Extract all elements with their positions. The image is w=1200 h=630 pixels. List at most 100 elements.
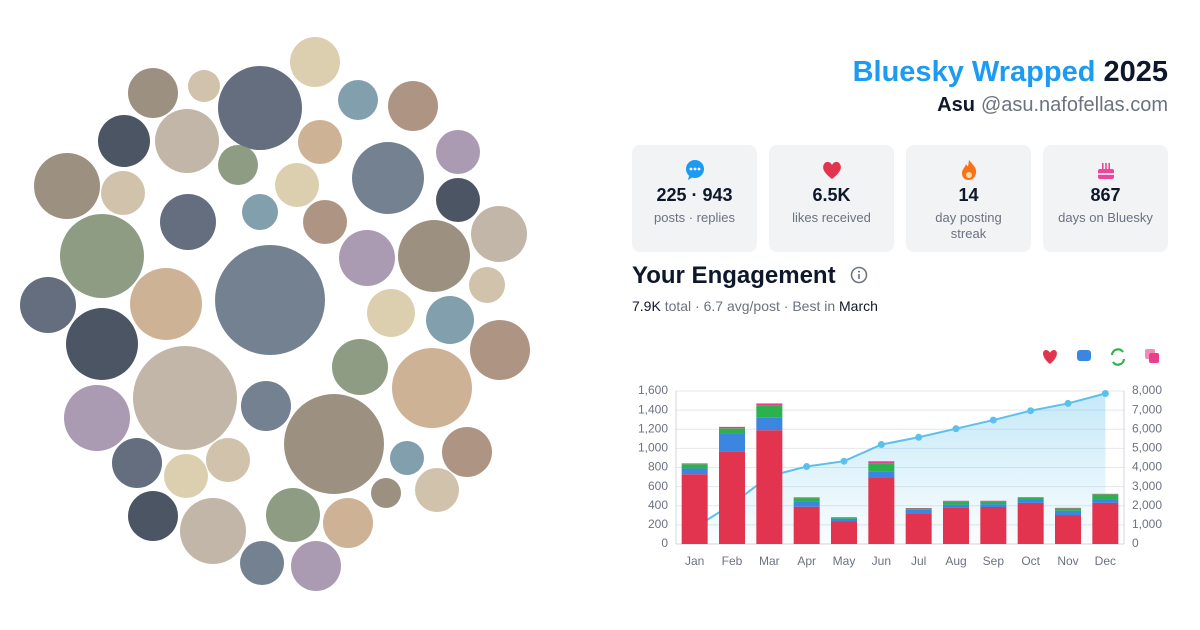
- bar-segment: [1092, 502, 1119, 544]
- avatar: [291, 541, 341, 591]
- best-month: March: [839, 298, 878, 314]
- avatar: [64, 385, 130, 451]
- bar-segment: [793, 506, 820, 544]
- stat-label: day posting streak: [935, 210, 1002, 241]
- y-tick-label: 3,000: [1132, 479, 1162, 493]
- info-icon[interactable]: [850, 266, 868, 284]
- avatar: [436, 178, 480, 222]
- avatar: [339, 230, 395, 286]
- avatar: [388, 81, 438, 131]
- line-point: [1027, 407, 1035, 415]
- x-tick-label: Jul: [911, 554, 926, 568]
- avatar: [332, 339, 388, 395]
- avatar: [469, 267, 505, 303]
- bar-segment: [681, 468, 708, 475]
- avatar: [188, 70, 220, 102]
- summary-text: total · 6.7 avg/post · Best in: [664, 298, 836, 314]
- line-point: [840, 457, 848, 465]
- y-tick-label: 1,000: [638, 441, 668, 455]
- avatar: [215, 245, 325, 355]
- bar-segment: [681, 474, 708, 544]
- bar-segment: [793, 498, 820, 502]
- bar-segment: [1092, 494, 1119, 500]
- bar-segment: [1092, 499, 1119, 503]
- line-point: [915, 433, 923, 441]
- avatar: [20, 277, 76, 333]
- bar-segment: [980, 506, 1007, 544]
- avatar: [241, 381, 291, 431]
- avatar: [392, 348, 472, 428]
- legend-icon: [1110, 348, 1126, 366]
- avatar: [338, 80, 378, 120]
- bar-segment: [793, 501, 820, 507]
- x-tick-label: Sep: [983, 554, 1005, 568]
- bar-segment: [756, 430, 783, 544]
- bar-segment: [681, 463, 708, 465]
- y-tick-label: 600: [648, 479, 668, 493]
- line-point: [803, 463, 811, 471]
- bar-segment: [868, 461, 895, 464]
- stat-card: 6.5K likes received: [769, 145, 894, 252]
- avatar: [160, 194, 216, 250]
- icon: [685, 160, 704, 180]
- section-title: Your Engagement: [632, 262, 868, 290]
- y-tick-label: 5,000: [1132, 441, 1162, 455]
- avatar: [275, 163, 319, 207]
- avatar: [470, 320, 530, 380]
- user: Asu @asu.nafofellas.com: [937, 94, 1168, 117]
- avatar: [66, 308, 138, 380]
- bar-segment: [1017, 497, 1044, 500]
- display-name: Asu: [937, 94, 975, 116]
- bar-segment: [719, 451, 745, 544]
- bar-segment: [980, 504, 1007, 507]
- bar-segment: [868, 463, 895, 472]
- avatar: [367, 289, 415, 337]
- stat-value: 6.5K: [812, 185, 851, 205]
- bar-segment: [1055, 510, 1081, 516]
- bar-segment: [831, 517, 857, 519]
- total: 7.9K: [632, 298, 661, 314]
- bar-segment: [719, 428, 745, 434]
- bar-segment: [831, 521, 857, 544]
- avatar: [390, 441, 424, 475]
- bar-segment: [905, 509, 932, 514]
- x-tick-label: Mar: [759, 554, 780, 568]
- avatar: [155, 109, 219, 173]
- avatar: [164, 454, 208, 498]
- avatar: [206, 438, 250, 482]
- handle: @asu.nafofellas.com: [980, 94, 1168, 116]
- avatar: [266, 488, 320, 542]
- x-tick-label: Oct: [1021, 554, 1040, 568]
- line-point: [1101, 389, 1109, 397]
- y-tick-label: 6,000: [1132, 421, 1162, 435]
- bar-segment: [868, 471, 895, 479]
- avatar: [352, 142, 424, 214]
- avatar: [128, 491, 178, 541]
- bar-segment: [868, 478, 895, 544]
- y-tick-label: 1,400: [638, 402, 668, 416]
- x-tick-label: Dec: [1095, 554, 1116, 568]
- y-tick-label: 1,600: [638, 383, 668, 397]
- y-tick-label: 200: [648, 517, 668, 531]
- avatar: [303, 200, 347, 244]
- bar-segment: [1055, 515, 1081, 544]
- avatar: [34, 153, 100, 219]
- x-tick-label: Feb: [722, 554, 743, 568]
- x-tick-label: May: [833, 554, 856, 568]
- avatar: [471, 206, 527, 262]
- icon: [822, 161, 841, 179]
- year: 2025: [1103, 56, 1168, 88]
- legend-icon: [1043, 350, 1057, 364]
- line-point: [952, 425, 960, 433]
- bar-segment: [905, 508, 932, 510]
- x-tick-label: Jan: [685, 554, 704, 568]
- avatar: [180, 498, 246, 564]
- y-tick-label: 7,000: [1132, 402, 1162, 416]
- stat-value: 867: [1090, 185, 1121, 205]
- bar-segment: [681, 464, 708, 469]
- avatar: [128, 68, 178, 118]
- bar-segment: [831, 518, 857, 522]
- avatar: [133, 346, 237, 450]
- avatar: [101, 171, 145, 215]
